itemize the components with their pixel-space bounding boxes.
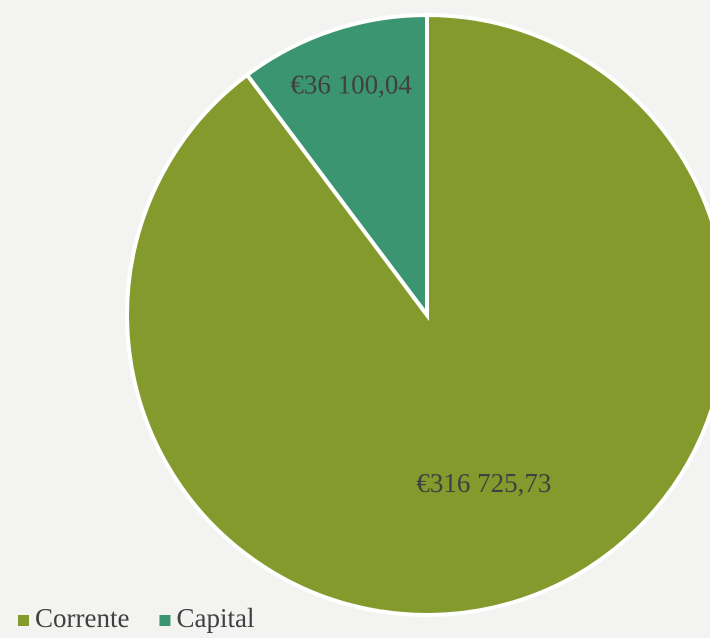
legend-label: Corrente <box>35 603 129 633</box>
pie-slice <box>244 12 429 322</box>
legend-swatch <box>159 615 171 626</box>
data-label: €36 100,04 <box>290 69 412 99</box>
legend-label: Capital <box>176 603 254 633</box>
data-label: €316 725,73 <box>416 468 551 498</box>
legend-swatch <box>18 615 29 626</box>
pie-slice <box>125 12 710 617</box>
